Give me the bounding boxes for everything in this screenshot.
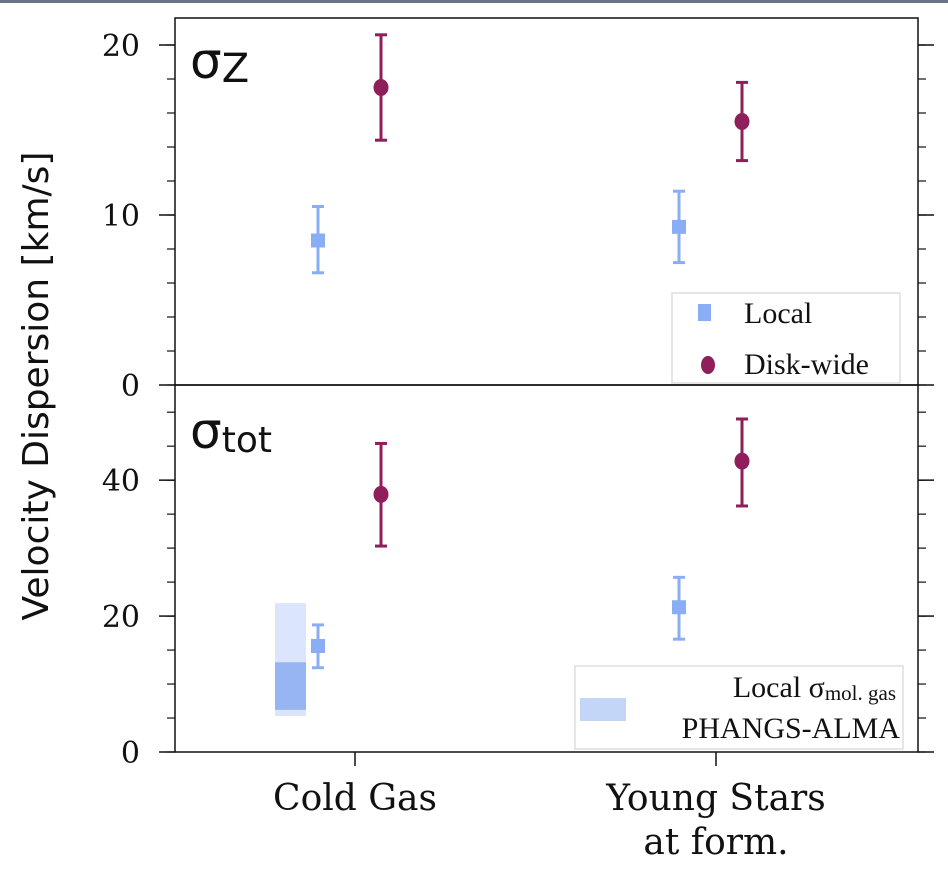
point-local: [672, 600, 686, 615]
phangs-band-inner: [275, 662, 306, 710]
panel-label-sigma-z: σZ: [190, 32, 249, 92]
legend-local-marker: [698, 304, 711, 321]
x-tick-label: Cold Gas: [273, 778, 437, 819]
y-tick-label: 0: [121, 369, 140, 404]
panel-label-main: σ: [190, 32, 222, 90]
x-tick-label: at form.: [643, 822, 788, 863]
legend-band-swatch: [580, 698, 626, 721]
legend-band-line2: PHANGS-ALMA: [682, 712, 901, 745]
y-tick-label: 10: [102, 199, 140, 234]
point-local: [311, 233, 325, 248]
legend-top: Local Disk-wide: [671, 292, 901, 384]
legend-disk-label: Disk-wide: [744, 348, 869, 381]
panel-label-sub: Z: [222, 46, 249, 92]
window-top-border: [0, 0, 948, 3]
legend-local-label: Local: [744, 297, 812, 330]
panel-label-sigma-tot: σtot: [190, 402, 272, 461]
y-tick-label: 0: [121, 736, 140, 771]
panel-frame: [174, 384, 919, 753]
legend-bottom: Local σmol. gas PHANGS-ALMA: [574, 665, 904, 750]
legend-band-main: Local σ: [733, 671, 825, 704]
y-tick-label: 40: [102, 464, 140, 499]
point-local: [311, 638, 325, 653]
point-disk-wide: [734, 113, 750, 130]
x-tick-label: Young Stars: [605, 778, 825, 819]
y-axis-label: Velocity Dispersion [km/s]: [16, 152, 57, 621]
point-local: [672, 219, 686, 234]
point-disk-wide: [373, 79, 389, 96]
panel-label-sub: tot: [222, 420, 272, 461]
legend-band-sub: mol. gas: [825, 681, 896, 705]
point-disk-wide: [734, 452, 750, 470]
panel-label-main: σ: [190, 402, 222, 460]
legend-disk-marker: [701, 356, 715, 374]
y-tick-label: 20: [102, 600, 140, 635]
y-tick-label: 20: [102, 29, 140, 64]
point-disk-wide: [373, 485, 389, 503]
legend-band-line1: Local σmol. gas: [733, 671, 896, 705]
